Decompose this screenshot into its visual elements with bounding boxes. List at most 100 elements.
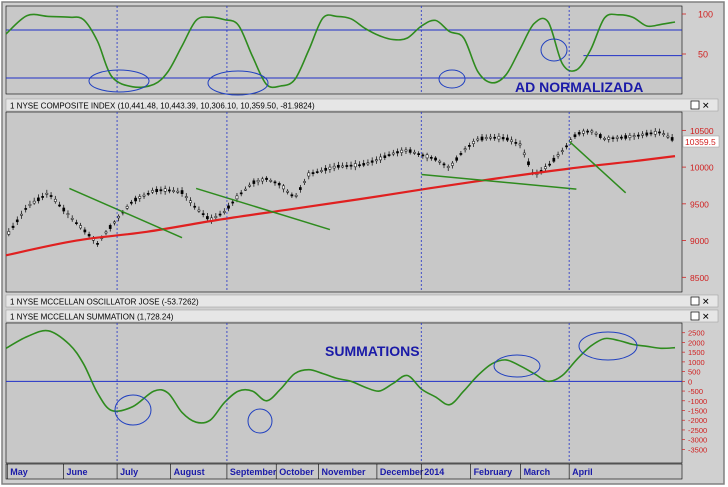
candle-body: [362, 163, 366, 166]
candle-body: [455, 157, 459, 161]
candle-body: [66, 213, 70, 215]
month-label: August: [174, 467, 205, 477]
candle-body: [666, 135, 670, 138]
candle-body: [83, 229, 87, 233]
candle-body: [670, 137, 674, 141]
y-tick-label: 2500: [688, 329, 705, 338]
candle-body: [337, 164, 340, 168]
candle-body: [366, 162, 370, 165]
candle-body: [53, 198, 57, 202]
y-tick-label: -2000: [688, 416, 707, 425]
candle-body: [49, 195, 53, 197]
summation-annotation: SUMMATIONS: [325, 343, 420, 359]
y-tick-label: 500: [688, 368, 701, 377]
candle-body: [565, 145, 568, 148]
candle-body: [611, 137, 615, 140]
panel-ad-normalizada: 100 50 AD NORMALIZADA: [5, 5, 713, 96]
candle-body: [353, 163, 357, 168]
highlight-ellipse: [88, 69, 150, 93]
last-value-box: [682, 135, 720, 148]
candle-body: [269, 180, 273, 182]
close-icon[interactable]: ✕: [702, 312, 710, 322]
restore-icon[interactable]: [690, 311, 700, 321]
candle-body: [349, 164, 353, 167]
candle-body: [463, 148, 467, 151]
y-tick-label: -500: [688, 387, 703, 396]
candle-body: [518, 143, 522, 146]
month-label: September: [230, 467, 277, 477]
candle-body: [146, 192, 150, 195]
candle-body: [391, 152, 395, 155]
composite-y-axis: 10500 10000 9500 9000 8500: [682, 126, 714, 283]
month-label: October: [279, 467, 314, 477]
candle-body: [58, 204, 61, 207]
candle-body: [467, 145, 471, 147]
candle-body: [510, 139, 513, 142]
y-tick-label: 9000: [690, 236, 709, 246]
month-axis: May June July August September October Novembe…: [5, 463, 683, 480]
y-tick-label: 8500: [690, 273, 709, 283]
month-label: July: [120, 467, 138, 477]
candle-body: [168, 189, 171, 192]
window-controls-composite: ✕: [690, 100, 710, 111]
candle-body: [438, 160, 442, 163]
candle-body: [328, 166, 332, 170]
month-label: June: [67, 467, 88, 477]
candle-body: [108, 225, 112, 229]
candle-body: [20, 213, 23, 216]
candle-body: [506, 137, 509, 141]
candle-body: [607, 136, 611, 140]
candle-body: [265, 177, 268, 180]
y-tick-label: 9500: [690, 199, 709, 209]
candle-body: [125, 206, 129, 209]
candle-body: [425, 154, 429, 159]
candle-body: [628, 135, 632, 138]
candle-body: [176, 190, 180, 193]
candle-body: [222, 211, 226, 213]
candle-body: [603, 138, 606, 140]
highlight-ellipse: [247, 408, 273, 434]
candle-body: [75, 222, 78, 225]
month-label: December: [380, 467, 424, 477]
candle-body: [155, 188, 159, 192]
candle-body: [184, 196, 188, 198]
month-axis-bar: [5, 463, 683, 480]
y-tick-label: 1000: [688, 358, 705, 367]
candle-body: [548, 163, 551, 166]
y-tick-label: -2500: [688, 426, 707, 435]
candle-body: [446, 166, 450, 168]
candle-body: [87, 233, 91, 237]
candle-body: [324, 167, 328, 171]
summation-y-axis: 25002000150010005000-500-1000-1500-2000-…: [682, 329, 707, 454]
candle-body: [649, 132, 653, 135]
candle-body: [307, 172, 311, 177]
candle-body: [206, 216, 209, 220]
candle-body: [273, 181, 277, 184]
month-label: April: [572, 467, 593, 477]
candle-body: [387, 154, 391, 156]
candle-body: [370, 160, 374, 163]
candle-body: [134, 197, 137, 202]
y-tick-label: 2000: [688, 338, 705, 347]
y-tick-label: 1500: [688, 348, 705, 357]
close-icon[interactable]: ✕: [702, 297, 710, 307]
candle-body: [484, 137, 488, 139]
summation-highlight-ellipses: [114, 331, 638, 434]
restore-icon[interactable]: [690, 100, 700, 110]
candle-body: [41, 196, 44, 198]
candle-body: [658, 131, 661, 134]
candle-body: [586, 130, 589, 133]
candle-body: [311, 172, 315, 175]
candle-body: [260, 178, 264, 182]
candle-body: [231, 201, 235, 204]
candle-body: [28, 203, 32, 206]
maximize-icon[interactable]: [690, 296, 700, 306]
y-tick-label: -1500: [688, 407, 707, 416]
month-label: March: [524, 467, 551, 477]
trend-line: [69, 187, 183, 239]
close-icon[interactable]: ✕: [702, 101, 710, 111]
candle-body: [434, 157, 437, 161]
candle-body: [429, 156, 433, 159]
month-label: November: [321, 467, 366, 477]
candle-body: [298, 187, 302, 190]
